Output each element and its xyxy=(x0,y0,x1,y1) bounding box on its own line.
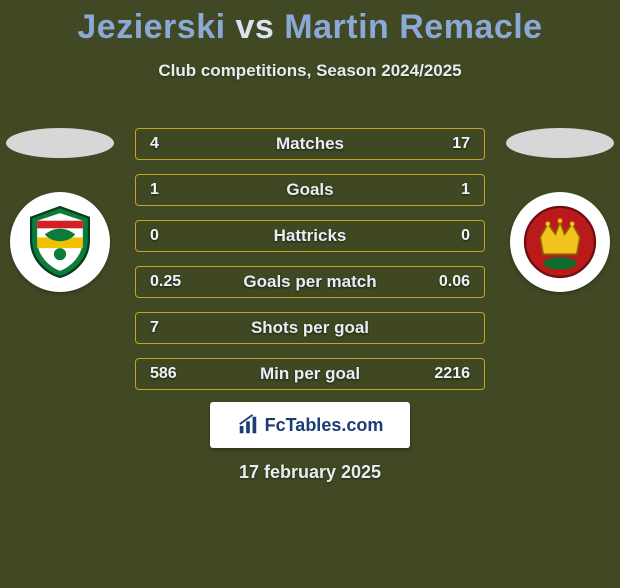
stat-left-value: 586 xyxy=(150,365,177,383)
stat-left-value: 1 xyxy=(150,181,159,199)
stat-row-goals-per-match: 0.25 Goals per match 0.06 xyxy=(135,266,485,298)
stat-row-hattricks: 0 Hattricks 0 xyxy=(135,220,485,252)
stat-left-value: 7 xyxy=(150,319,159,337)
right-player-column xyxy=(500,118,620,292)
stat-right-value: 1 xyxy=(461,181,470,199)
stat-row-shots-per-goal: 7 Shots per goal xyxy=(135,312,485,344)
stat-row-min-per-goal: 586 Min per goal 2216 xyxy=(135,358,485,390)
stats-panel: 4 Matches 17 1 Goals 1 0 Hattricks 0 0.2… xyxy=(135,128,485,390)
page-title: Jezierski vs Martin Remacle xyxy=(0,8,620,47)
team-badge-left xyxy=(10,192,110,292)
stat-label: Hattricks xyxy=(136,226,484,246)
player2-name: Martin Remacle xyxy=(284,8,542,46)
subtitle: Club competitions, Season 2024/2025 xyxy=(0,61,620,81)
left-player-column xyxy=(0,118,120,292)
stat-label: Goals per match xyxy=(136,272,484,292)
stat-row-matches: 4 Matches 17 xyxy=(135,128,485,160)
stat-right-value: 2216 xyxy=(434,365,470,383)
player-silhouette-left xyxy=(6,128,114,158)
stat-left-value: 4 xyxy=(150,135,159,153)
bars-chart-icon xyxy=(237,414,259,436)
watermark-text: FcTables.com xyxy=(265,415,384,436)
slask-wroclaw-badge-icon xyxy=(22,204,98,280)
watermark-badge: FcTables.com xyxy=(210,402,410,448)
stat-right-value: 0.06 xyxy=(439,273,470,291)
stat-right-value: 17 xyxy=(452,135,470,153)
stat-label: Goals xyxy=(136,180,484,200)
vs-text: vs xyxy=(236,8,275,46)
stat-label: Matches xyxy=(136,134,484,154)
stat-label: Shots per goal xyxy=(136,318,484,338)
stat-left-value: 0 xyxy=(150,227,159,245)
stat-left-value: 0.25 xyxy=(150,273,181,291)
player1-name: Jezierski xyxy=(77,8,225,46)
korona-kielce-badge-icon xyxy=(522,204,598,280)
team-badge-right xyxy=(510,192,610,292)
stat-right-value: 0 xyxy=(461,227,470,245)
date-text: 17 february 2025 xyxy=(0,462,620,483)
stat-row-goals: 1 Goals 1 xyxy=(135,174,485,206)
stat-label: Min per goal xyxy=(136,364,484,384)
player-silhouette-right xyxy=(506,128,614,158)
